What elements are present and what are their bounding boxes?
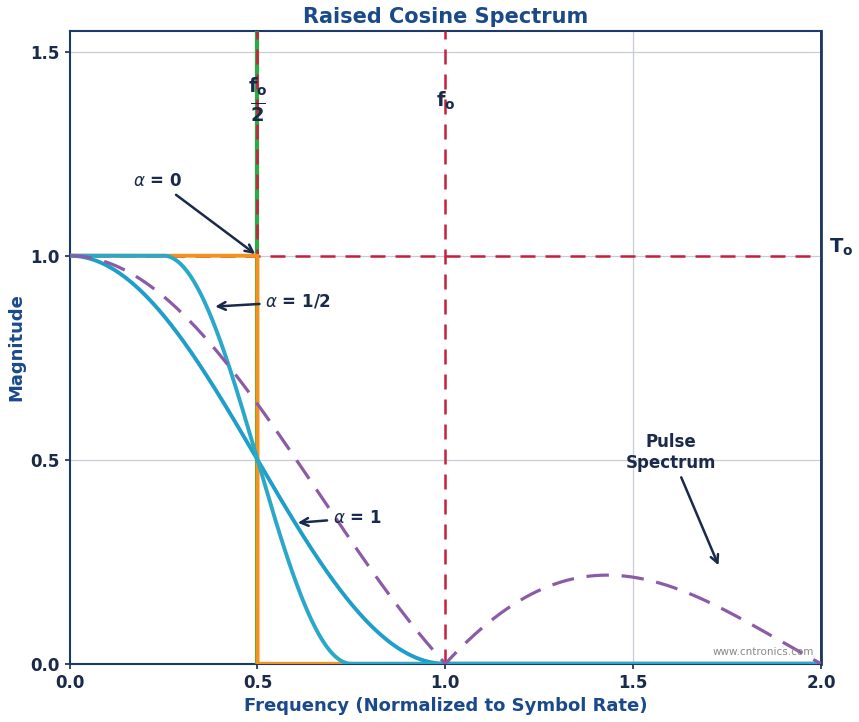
Text: $\alpha$ = 1/2: $\alpha$ = 1/2 (218, 292, 331, 310)
Y-axis label: Magnitude: Magnitude (7, 294, 25, 401)
X-axis label: Frequency (Normalized to Symbol Rate): Frequency (Normalized to Symbol Rate) (244, 697, 647, 715)
Text: $\alpha$ = 1: $\alpha$ = 1 (301, 509, 381, 527)
Text: $\mathbf{f_o}$: $\mathbf{f_o}$ (436, 90, 455, 112)
Text: $\mathbf{T_o}$: $\mathbf{T_o}$ (829, 237, 853, 258)
Text: $\mathbf{f_o}$
$\mathbf{\overline{2}}$: $\mathbf{f_o}$ $\mathbf{\overline{2}}$ (247, 76, 267, 126)
Title: Raised Cosine Spectrum: Raised Cosine Spectrum (302, 7, 588, 27)
Text: Pulse
Spectrum: Pulse Spectrum (625, 433, 718, 562)
Text: www.cntronics.com: www.cntronics.com (712, 648, 813, 658)
Text: $\alpha$ = 0: $\alpha$ = 0 (133, 173, 253, 253)
